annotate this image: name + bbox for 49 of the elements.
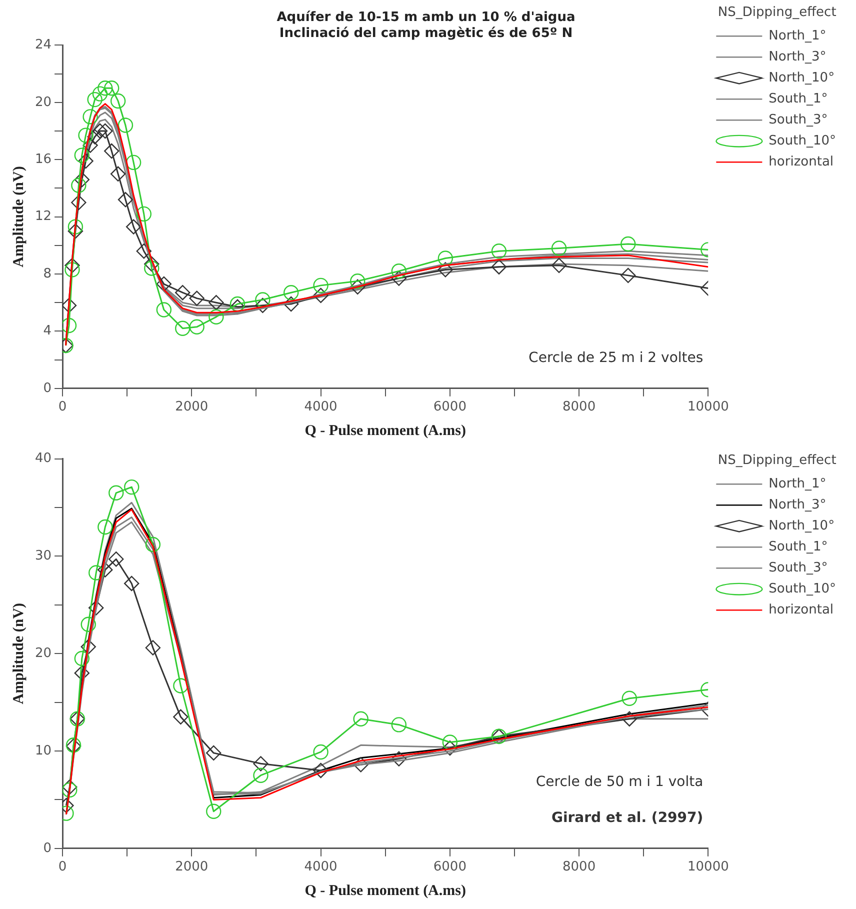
legend-label: North_3°: [768, 497, 826, 512]
x-tick-label: 8000: [562, 400, 596, 415]
x-tick-label: 6000: [433, 400, 466, 415]
legend-label: North_3°: [768, 49, 826, 64]
x-tick-label: 2000: [175, 860, 208, 875]
x-axis-title: Q - Pulse moment (A.ms): [304, 422, 466, 439]
y-tick-label: 20: [34, 646, 52, 661]
legend-label: South_10°: [768, 581, 836, 596]
y-axis-title: Amplitude (nV): [10, 166, 27, 268]
x-tick-label: 2000: [175, 400, 208, 415]
legend-label: South_1°: [768, 91, 828, 106]
chart-subtitle: Inclinació del camp magètic és de 65º N: [279, 26, 573, 41]
y-tick-label: 20: [34, 94, 52, 110]
legend-label: horizontal: [768, 602, 834, 618]
x-tick-label: 4000: [304, 860, 338, 875]
y-tick-label: 24: [34, 38, 52, 53]
legend-label: North_10°: [768, 518, 835, 534]
y-tick-label: 12: [34, 209, 52, 224]
legend-label: North_1°: [768, 476, 826, 492]
legend-label: South_3°: [768, 560, 828, 576]
legend-title: NS_Dipping_effect: [718, 452, 836, 468]
annotation: Cercle de 50 m i 1 volta: [536, 774, 704, 790]
y-tick-label: 0: [43, 380, 52, 396]
y-tick-label: 40: [34, 451, 52, 466]
legend-label: South_10°: [768, 133, 836, 148]
x-tick-label: 4000: [304, 400, 338, 415]
annotation: Cercle de 25 m i 2 voltes: [528, 350, 704, 366]
y-tick-label: 0: [43, 840, 52, 856]
x-tick-label: 0: [58, 860, 67, 875]
legend-label: South_1°: [768, 539, 828, 554]
x-tick-label: 10000: [687, 400, 729, 415]
y-tick-label: 16: [34, 152, 52, 167]
chart-title: Aquífer de 10-15 m amb un 10 % d'aigua: [276, 10, 576, 26]
x-tick-label: 8000: [562, 860, 596, 875]
y-tick-label: 30: [34, 548, 52, 564]
x-tick-label: 0: [58, 400, 67, 415]
y-axis-title: Amplitude (nV): [10, 602, 27, 704]
x-axis-title: Q - Pulse moment (A.ms): [304, 882, 466, 899]
legend-label: North_1°: [768, 28, 826, 44]
legend-label: South_3°: [768, 112, 828, 128]
x-tick-label: 10000: [687, 860, 729, 875]
x-tick-label: 6000: [433, 860, 466, 875]
legend-label: North_10°: [768, 70, 835, 86]
annotation: Girard et al. (2997): [551, 810, 704, 826]
legend-title: NS_Dipping_effect: [718, 4, 836, 20]
legend-label: horizontal: [768, 154, 834, 170]
y-tick-label: 8: [43, 266, 52, 282]
y-tick-label: 4: [43, 324, 52, 339]
y-tick-label: 10: [34, 743, 52, 758]
